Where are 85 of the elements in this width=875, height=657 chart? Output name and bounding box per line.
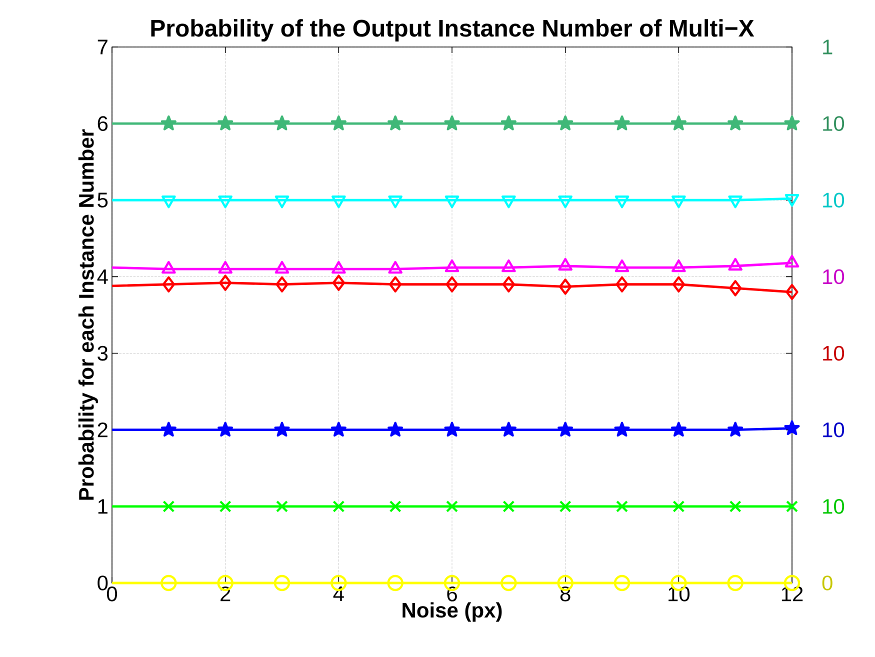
text: 0 [822, 576, 832, 590]
y-tick-label: 2 [98, 422, 108, 438]
point [670, 115, 686, 130]
point [616, 500, 628, 512]
point [616, 276, 628, 292]
point [332, 260, 346, 274]
point [502, 500, 515, 512]
point [728, 258, 742, 271]
point [729, 500, 742, 512]
point [160, 115, 176, 130]
point [502, 259, 516, 272]
point [784, 420, 800, 436]
point [444, 422, 460, 437]
point [276, 276, 288, 292]
point [670, 422, 686, 437]
point [162, 500, 175, 512]
point [500, 574, 517, 592]
point [728, 115, 744, 130]
point [786, 500, 798, 512]
point [162, 276, 176, 292]
y-tick-label: 3 [98, 346, 108, 361]
point [614, 259, 630, 272]
y-axis-title: Probability for each Instance Number [78, 129, 98, 500]
point [444, 115, 460, 130]
point [672, 276, 686, 292]
point [559, 500, 572, 512]
point [672, 500, 685, 512]
point [330, 115, 346, 130]
point [388, 422, 404, 437]
x-axis-title: Noise (px) [402, 602, 502, 622]
point [502, 276, 516, 292]
point [500, 422, 516, 437]
point [446, 500, 458, 512]
point [728, 280, 742, 296]
point [218, 274, 232, 291]
point [218, 115, 234, 130]
point [388, 260, 402, 274]
point [276, 500, 288, 512]
point [218, 422, 234, 437]
point [444, 259, 460, 272]
point [614, 422, 630, 437]
point [330, 422, 346, 437]
chart-title: Probability of the Output Instance Number of Multi−X [151, 19, 754, 42]
point [387, 574, 404, 592]
text: 10 [823, 499, 844, 514]
point [332, 500, 345, 512]
point [274, 574, 290, 592]
point [446, 276, 458, 292]
text: 10 [823, 192, 844, 208]
y-tick-label: 4 [97, 269, 108, 284]
text: 10 [823, 116, 844, 131]
text: 10 [823, 269, 844, 284]
y-tick-label: 0 [98, 576, 108, 590]
point [218, 260, 232, 274]
point [332, 274, 346, 291]
point [784, 115, 800, 130]
text: 10 [823, 422, 844, 438]
text: 10 [823, 346, 844, 361]
point [388, 115, 404, 130]
y-tick-label: 1 [98, 499, 108, 514]
point [160, 574, 177, 592]
point [500, 115, 516, 130]
point [727, 574, 744, 592]
point [389, 500, 402, 512]
point [274, 260, 290, 274]
point [162, 260, 176, 274]
point [274, 115, 290, 130]
y-tick-label: 5 [98, 192, 108, 208]
point [160, 422, 176, 437]
point [784, 254, 800, 268]
text: 1 [823, 40, 832, 54]
point [558, 115, 574, 130]
point [614, 574, 630, 592]
point [728, 422, 744, 437]
point [219, 500, 232, 512]
y-tick-label: 6 [98, 116, 108, 131]
point [558, 278, 572, 295]
point [274, 422, 290, 437]
y-tick-label: 7 [98, 40, 108, 54]
point [614, 115, 630, 130]
point [558, 258, 572, 271]
point [558, 422, 574, 437]
point [388, 276, 402, 292]
point [786, 284, 798, 300]
point [672, 259, 686, 272]
